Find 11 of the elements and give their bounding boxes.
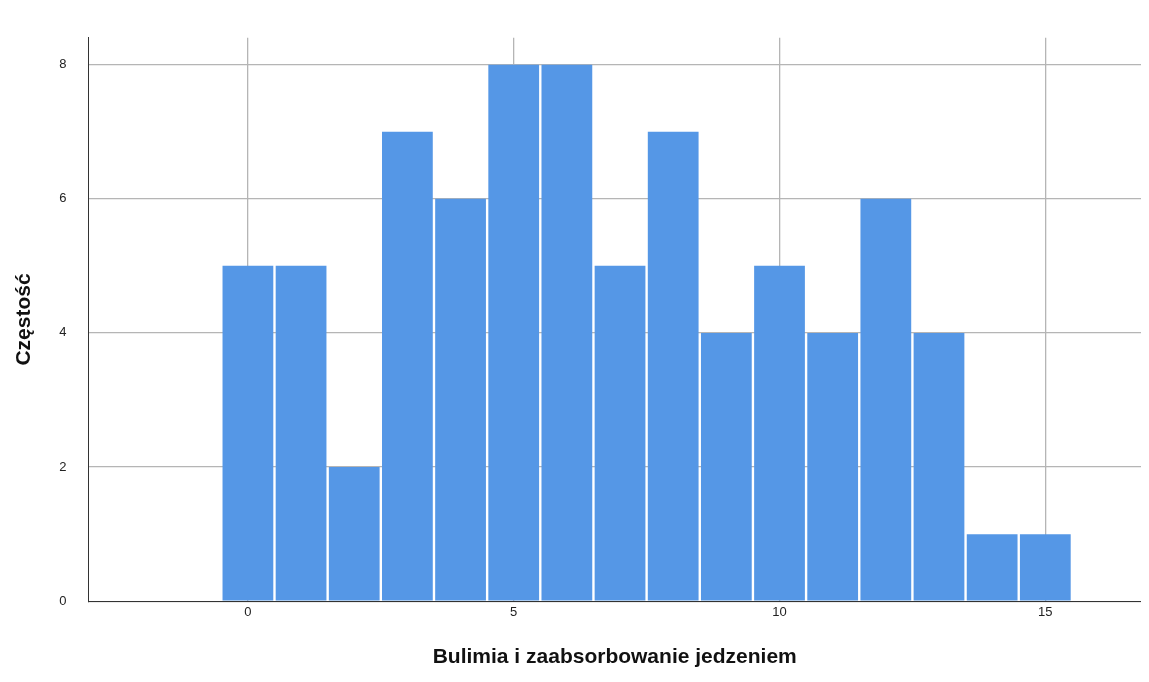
y-axis-title: Częstość [11,273,35,366]
y-tick-label: 0 [59,592,67,608]
y-tick-label: 6 [59,190,67,206]
x-tick-label: 0 [244,603,252,619]
x-tick-label: 10 [772,603,787,619]
y-tick-label: 8 [59,56,67,72]
x-tick-label: 15 [1038,603,1053,619]
x-tick-label: 5 [510,603,518,619]
y-tick-label: 4 [59,324,67,340]
y-tick-label: 2 [59,458,67,474]
x-axis-title: Bulimia i zaabsorbowanie jedzeniem [432,644,797,668]
